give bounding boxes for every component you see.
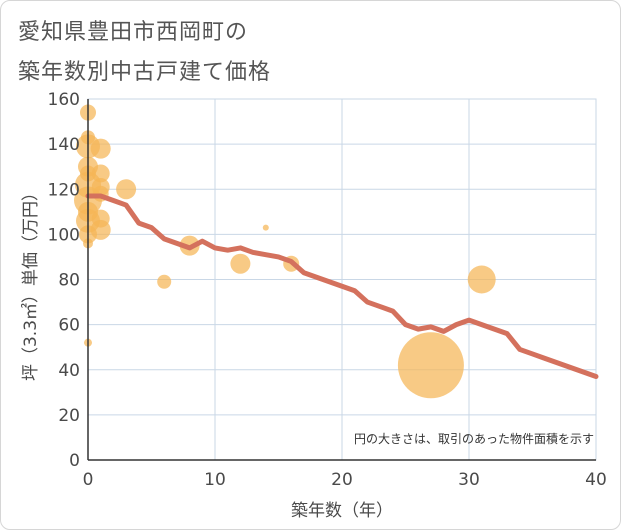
data-bubble: [230, 253, 251, 274]
y-axis-title: 坪（3.3㎡）単価（万円）: [21, 184, 41, 381]
chart-title-line1: 愛知県豊田市西岡町の: [18, 20, 249, 45]
y-tick-label: 40: [58, 361, 80, 381]
x-tick-label: 0: [83, 470, 94, 490]
y-tick-label: 20: [58, 406, 80, 426]
x-tick-label: 30: [458, 470, 480, 490]
data-bubble: [397, 332, 464, 399]
average-price-line: [85, 193, 599, 380]
y-tick-label: 100: [48, 225, 80, 245]
data-bubble: [157, 274, 172, 289]
data-bubble: [91, 164, 110, 183]
x-tick-label: 20: [331, 470, 353, 490]
data-bubble: [90, 219, 111, 240]
x-tick-label: 10: [204, 470, 226, 490]
data-bubble: [116, 179, 137, 200]
y-tick-label: 80: [58, 271, 80, 291]
y-tick-label: 0: [69, 451, 80, 471]
y-tick-label: 140: [48, 135, 80, 155]
y-tick-label: 160: [48, 90, 80, 110]
y-tick-label: 60: [58, 316, 80, 336]
x-axis-title: 築年数（年）: [291, 501, 393, 521]
bubble-size-note: 円の大きさは、取引のあった物件面積を示す: [354, 431, 594, 446]
data-bubble: [262, 224, 269, 231]
data-bubble: [467, 265, 496, 294]
data-bubble: [90, 138, 111, 159]
chart-title-line2: 築年数別中古戸建て価格: [18, 60, 272, 85]
x-tick-label: 40: [585, 470, 607, 490]
y-tick-label: 120: [48, 180, 80, 200]
